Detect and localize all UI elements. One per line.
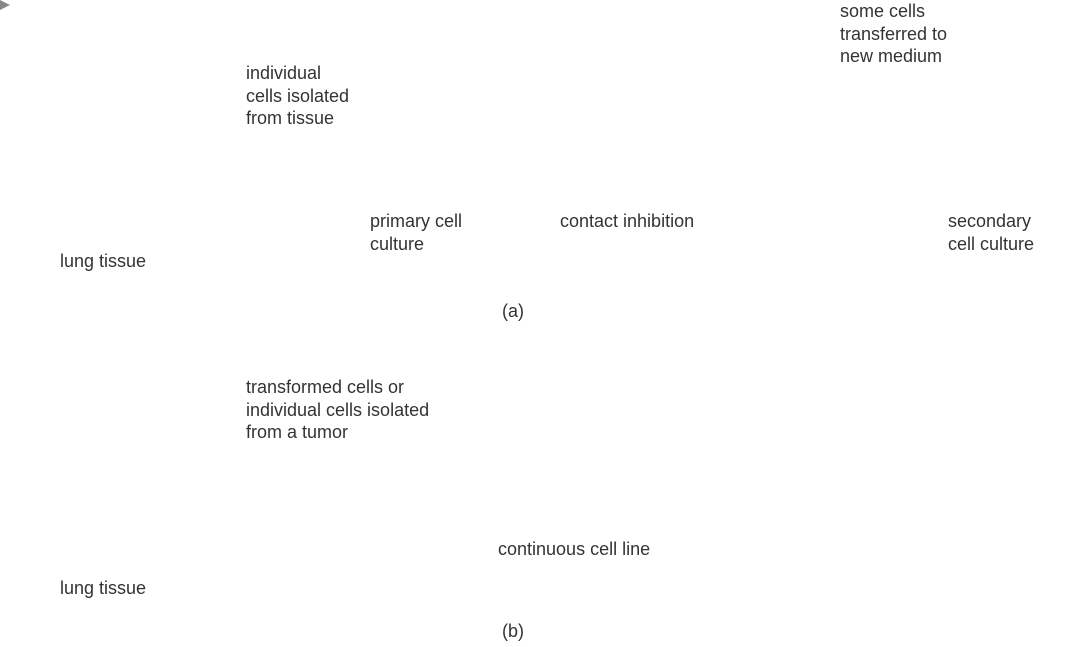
label-transferred: some cells transferred to new medium	[840, 0, 947, 68]
label-panel-b: (b)	[502, 620, 524, 643]
label-panel-a: (a)	[502, 300, 524, 323]
label-continuous: continuous cell line	[498, 538, 650, 561]
label-isolated: individual cells isolated from tissue	[246, 62, 349, 130]
label-transformed: transformed cells or individual cells is…	[246, 376, 429, 444]
label-secondary: secondary cell culture	[948, 210, 1034, 255]
label-contact: contact inhibition	[560, 210, 694, 233]
label-primary: primary cell culture	[370, 210, 462, 255]
label-lung-b: lung tissue	[60, 577, 146, 600]
label-lung-a: lung tissue	[60, 250, 146, 273]
